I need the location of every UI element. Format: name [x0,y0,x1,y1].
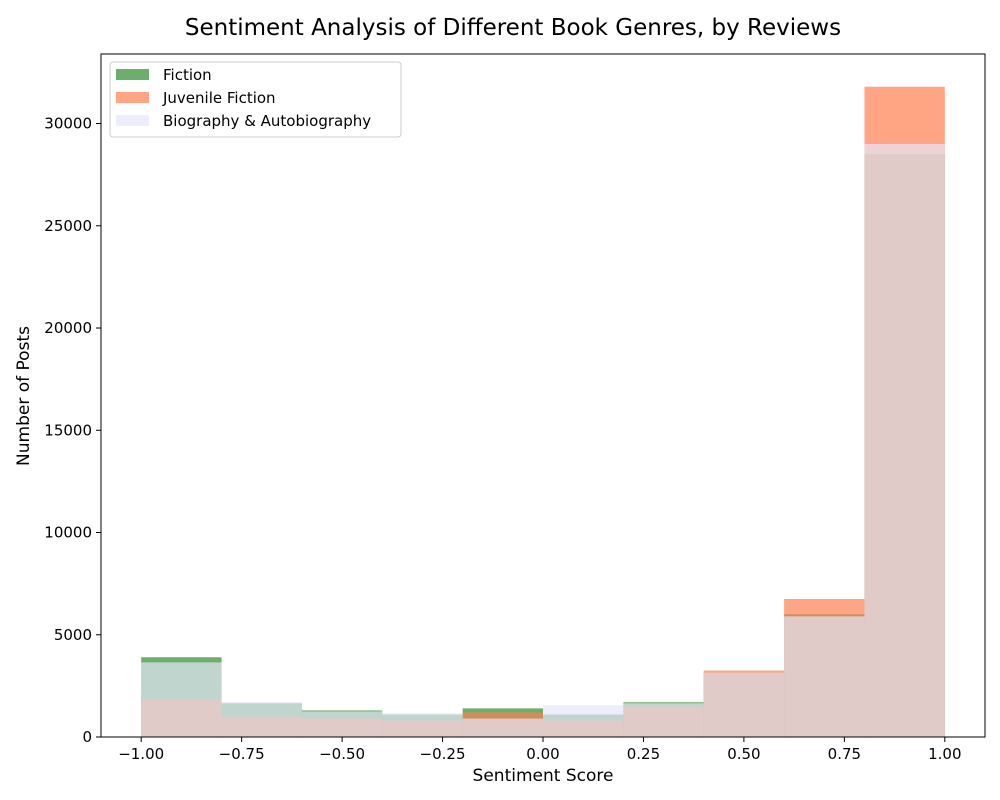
y-tick-label: 25000 [44,217,92,235]
legend-label: Fiction [163,66,212,84]
x-tick-label: −0.25 [420,745,466,763]
x-axis: −1.00 −0.75 −0.50 −0.25 0.00 0.25 0.50 0.75 1.00 [118,737,962,763]
y-tick-label: 20000 [44,319,92,337]
bar [864,143,945,737]
legend-swatch [116,115,149,126]
bar [462,718,543,737]
x-tick-label: −1.00 [118,745,164,763]
legend-label: Juvenile Fiction [162,89,276,107]
y-tick-label: 5000 [54,626,92,644]
y-tick-label: 15000 [44,421,92,439]
bars-layer [141,86,945,738]
bar [784,616,865,737]
legend-box [109,61,402,138]
y-tick-label: 0 [82,728,92,746]
y-axis-title: Number of Posts [14,326,34,466]
legend-swatch [116,69,149,80]
series-2 [141,143,945,737]
x-tick-label: 0.75 [828,745,861,763]
x-tick-label: 0.50 [727,745,760,763]
y-axis: 0 5000 10000 15000 20000 25000 30000 [44,115,101,746]
y-tick-label: 30000 [44,115,92,133]
legend-swatch [116,92,149,103]
legend: Fiction Juvenile Fiction Biography & Autob… [109,61,402,138]
x-tick-label: 0.00 [526,745,559,763]
bar [543,705,624,737]
bar [141,662,222,737]
bar [382,713,463,737]
x-tick-label: −0.75 [219,745,265,763]
x-tick-label: −0.50 [319,745,365,763]
x-tick-label: 0.25 [627,745,660,763]
bar [301,711,383,737]
chart-title: Sentiment Analysis of Different Book Gen… [185,15,841,41]
bar [221,702,302,737]
bar [623,703,704,737]
x-axis-title: Sentiment Score [473,766,614,786]
bar [703,672,785,737]
y-tick-label: 10000 [44,524,92,542]
legend-label: Biography & Autobiography [163,112,371,130]
x-tick-label: 1.00 [928,745,961,763]
